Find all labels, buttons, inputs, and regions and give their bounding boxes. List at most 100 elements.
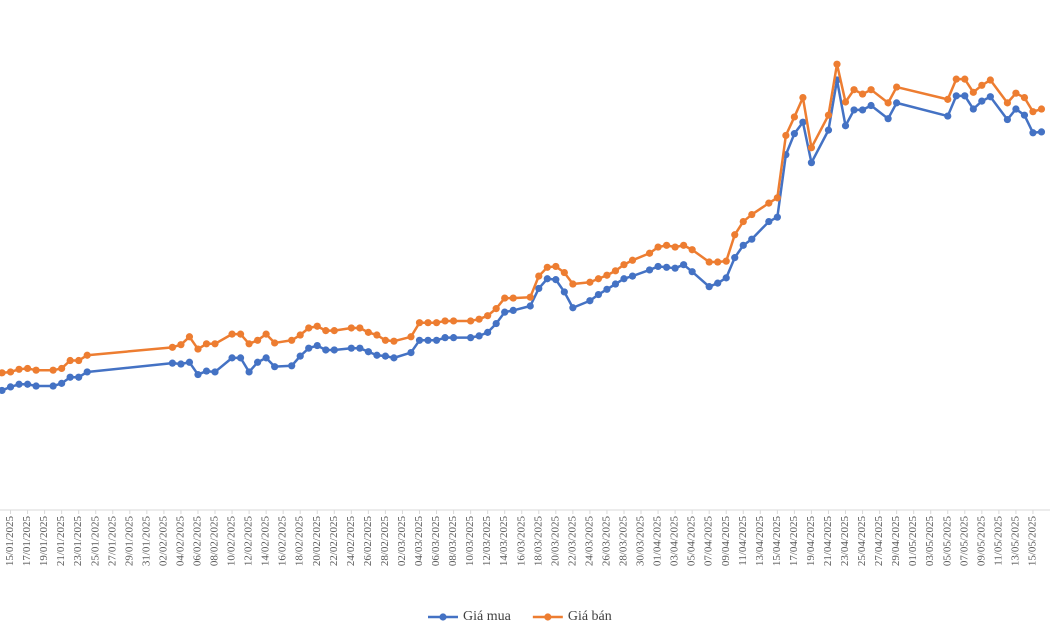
data-point bbox=[0, 386, 6, 395]
data-point bbox=[211, 340, 219, 348]
x-tick-label: 04/03/2025 bbox=[413, 516, 425, 567]
data-point bbox=[211, 368, 219, 376]
data-point bbox=[288, 362, 296, 370]
data-point bbox=[535, 284, 543, 293]
series-line bbox=[1, 62, 1042, 375]
data-point bbox=[185, 333, 194, 341]
data-point bbox=[628, 272, 637, 280]
data-point bbox=[586, 278, 594, 286]
data-point bbox=[731, 254, 739, 262]
series-line bbox=[1, 78, 1042, 392]
data-point bbox=[313, 322, 321, 330]
data-point bbox=[705, 283, 713, 291]
x-tick-label: 15/04/2025 bbox=[771, 516, 783, 567]
data-point bbox=[484, 328, 492, 336]
data-point bbox=[620, 275, 628, 283]
x-tick-label: 15/05/2025 bbox=[1026, 516, 1038, 567]
data-point bbox=[449, 317, 458, 325]
data-point bbox=[322, 346, 330, 354]
data-point bbox=[1012, 89, 1020, 97]
x-tick-label: 16/02/2025 bbox=[277, 516, 289, 567]
data-point bbox=[560, 268, 568, 277]
x-tick-label: 12/03/2025 bbox=[481, 516, 493, 567]
x-tick-label: 23/01/2025 bbox=[72, 516, 84, 567]
data-point bbox=[1029, 108, 1037, 116]
data-point bbox=[168, 343, 177, 351]
x-tick-label: 01/04/2025 bbox=[652, 516, 664, 567]
data-point bbox=[83, 351, 91, 359]
data-point bbox=[75, 356, 83, 365]
data-point bbox=[407, 349, 415, 357]
x-tick-label: 04/02/2025 bbox=[174, 516, 186, 567]
data-point bbox=[484, 312, 492, 320]
data-point bbox=[739, 217, 747, 226]
x-tick-label: 21/01/2025 bbox=[55, 516, 67, 567]
data-point bbox=[381, 352, 390, 360]
data-point bbox=[620, 261, 628, 269]
data-point bbox=[662, 263, 671, 271]
data-point bbox=[364, 348, 372, 356]
data-point bbox=[841, 122, 850, 130]
data-point bbox=[722, 274, 730, 282]
data-point bbox=[415, 319, 424, 327]
data-point bbox=[662, 241, 671, 249]
data-point bbox=[858, 90, 867, 98]
data-point bbox=[424, 319, 432, 327]
x-tick-label: 07/04/2025 bbox=[703, 516, 715, 567]
data-point bbox=[680, 241, 688, 249]
data-point bbox=[424, 336, 432, 344]
data-point bbox=[1037, 105, 1046, 113]
data-point bbox=[432, 336, 441, 344]
data-point bbox=[867, 86, 875, 94]
x-tick-label: 12/02/2025 bbox=[243, 516, 255, 567]
data-point bbox=[799, 94, 807, 102]
x-tick-label: 27/04/2025 bbox=[873, 516, 885, 567]
data-point bbox=[594, 275, 603, 283]
data-point bbox=[407, 333, 415, 341]
data-point bbox=[603, 271, 611, 279]
data-point bbox=[475, 315, 483, 323]
data-point bbox=[475, 332, 483, 340]
data-point bbox=[492, 319, 500, 328]
data-point bbox=[58, 364, 66, 373]
data-point bbox=[952, 75, 960, 83]
data-point bbox=[714, 258, 722, 266]
data-point bbox=[841, 98, 850, 106]
data-point bbox=[688, 268, 696, 276]
data-point bbox=[594, 290, 603, 299]
x-tick-label: 15/01/2025 bbox=[4, 516, 16, 567]
data-point bbox=[381, 336, 390, 344]
data-point bbox=[23, 380, 32, 388]
x-tick-label: 22/03/2025 bbox=[566, 516, 578, 567]
data-point bbox=[509, 294, 517, 302]
x-tick-label: 24/03/2025 bbox=[583, 516, 595, 567]
data-point bbox=[680, 261, 688, 269]
x-tick-label: 18/03/2025 bbox=[532, 516, 544, 567]
data-point bbox=[356, 324, 364, 332]
x-tick-label: 10/03/2025 bbox=[464, 516, 476, 567]
data-point bbox=[952, 92, 960, 100]
data-point bbox=[23, 364, 32, 373]
data-point bbox=[603, 285, 611, 293]
x-tick-label: 25/04/2025 bbox=[856, 516, 868, 567]
x-tick-label: 16/03/2025 bbox=[515, 516, 527, 567]
data-point bbox=[961, 75, 969, 83]
data-point bbox=[978, 97, 986, 105]
data-point bbox=[1020, 94, 1029, 102]
data-point bbox=[467, 334, 475, 342]
data-point bbox=[0, 369, 6, 377]
data-point bbox=[748, 235, 756, 243]
x-tick-label: 19/04/2025 bbox=[805, 516, 817, 567]
data-point bbox=[288, 336, 296, 344]
data-point bbox=[705, 258, 713, 266]
x-tick-label: 22/02/2025 bbox=[328, 516, 340, 567]
x-tick-label: 03/04/2025 bbox=[669, 516, 681, 567]
data-point bbox=[773, 194, 781, 202]
data-point bbox=[177, 341, 185, 349]
data-point bbox=[790, 113, 798, 121]
data-point bbox=[6, 383, 15, 391]
data-point bbox=[501, 294, 509, 302]
x-tick-label: 23/04/2025 bbox=[839, 516, 851, 567]
data-point bbox=[330, 327, 338, 335]
data-point bbox=[671, 243, 679, 251]
